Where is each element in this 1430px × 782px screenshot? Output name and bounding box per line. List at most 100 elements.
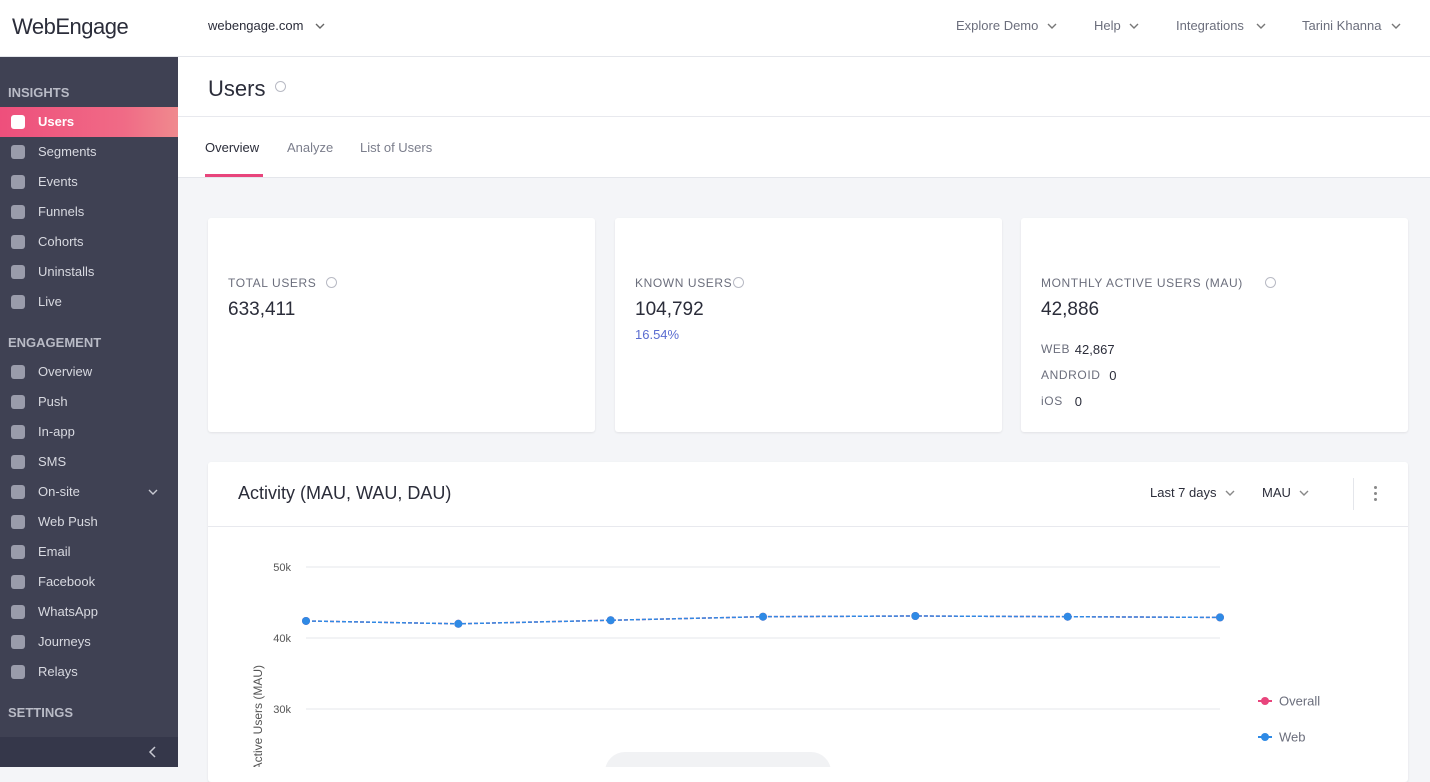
collapse-bar[interactable]: [0, 737, 178, 767]
stat-percent: 16.54%: [635, 327, 680, 342]
divider: [1353, 478, 1354, 510]
info-icon: [1265, 277, 1277, 288]
card-title: Activity (MAU, WAU, DAU): [238, 483, 452, 503]
stat-card: TOTAL USERS 633,411: [208, 218, 595, 432]
nav-icon: [11, 485, 25, 499]
divider: [178, 116, 1430, 117]
chevron: [315, 23, 325, 29]
page-title: Users: [208, 76, 266, 101]
nav-icon: [11, 395, 25, 409]
info-icon: [275, 81, 286, 92]
filter-dropdown[interactable]: MAU: [1262, 485, 1291, 500]
chevron-path: [1129, 23, 1139, 29]
nav-icon: [11, 425, 25, 439]
breakdown-label: ANDROID: [1041, 368, 1101, 382]
section-title: SETTINGS: [8, 705, 74, 720]
chevron: [1299, 490, 1309, 496]
chevron: [1129, 23, 1139, 29]
activity-card: Activity (MAU, WAU, DAU) Last 7 days MAU: [208, 462, 1408, 782]
nav-item[interactable]: Events: [38, 174, 78, 189]
tab[interactable]: Analyze: [287, 140, 334, 155]
breakdown-label: iOS: [1041, 394, 1063, 408]
account-switcher[interactable]: webengage.com: [208, 18, 304, 33]
stat-value: 42,886: [1041, 299, 1100, 320]
chevron: [1047, 23, 1057, 29]
chevron-path: [1391, 23, 1401, 29]
nav-item[interactable]: In-app: [38, 424, 75, 439]
nav-item[interactable]: Relays: [38, 664, 78, 679]
filter-dropdown[interactable]: Last 7 days: [1150, 485, 1217, 500]
collapse-path: [148, 746, 156, 758]
chevron: [1225, 490, 1235, 496]
nav-icon: [11, 575, 25, 589]
nav-item[interactable]: Funnels: [38, 204, 85, 219]
nav-item[interactable]: Users: [38, 114, 75, 129]
active-row: [0, 107, 178, 137]
tab-underline: [205, 174, 263, 177]
tab[interactable]: List of Users: [360, 140, 433, 155]
stat-value: 104,792: [635, 299, 704, 320]
stat-label: MONTHLY ACTIVE USERS (MAU): [1041, 276, 1243, 290]
nav-icon: [11, 665, 25, 679]
chevron: [148, 489, 158, 495]
info-icon: [733, 277, 745, 288]
nav-item[interactable]: Email: [38, 544, 71, 559]
section-title: ENGAGEMENT: [8, 335, 102, 350]
nav-icon: [11, 235, 25, 249]
nav-item[interactable]: Uninstalls: [38, 264, 95, 279]
nav-item[interactable]: SMS: [38, 454, 67, 469]
nav-item[interactable]: On-site: [38, 484, 80, 499]
nav-item[interactable]: Journeys: [38, 634, 91, 649]
chevron: [1256, 23, 1266, 29]
nav-icon: [11, 515, 25, 529]
nav-item[interactable]: Push: [38, 394, 68, 409]
stat-label: TOTAL USERS: [228, 276, 317, 290]
nav-menu[interactable]: Tarini Khanna: [1302, 18, 1382, 33]
stat-value: 633,411: [228, 299, 296, 320]
nav-item[interactable]: Web Push: [38, 514, 98, 529]
nav-icon: [11, 115, 25, 129]
nav-icon: [11, 295, 25, 309]
header: WebEngage webengage.com Explore Demo Help In…: [0, 0, 1430, 57]
nav-icon: [11, 605, 25, 619]
chevron-path: [148, 489, 158, 495]
nav-icon: [11, 545, 25, 559]
chevron-path: [1299, 490, 1309, 496]
sidebar: INSIGHTS Users Segments Events Funnels Cohort…: [0, 57, 178, 767]
nav-item[interactable]: Live: [38, 294, 62, 309]
more-dot: [1374, 492, 1377, 495]
nav-menu[interactable]: Integrations: [1176, 18, 1244, 33]
nav-item[interactable]: Segments: [38, 144, 97, 159]
breakdown-label: WEB: [1041, 342, 1071, 356]
info-icon: [326, 277, 338, 288]
nav-icon: [11, 205, 25, 219]
more-dot: [1374, 498, 1377, 501]
nav-icon: [11, 635, 25, 649]
nav-icon: [11, 265, 25, 279]
nav-icon: [11, 365, 25, 379]
more-dot: [1374, 486, 1377, 489]
chevron-path: [315, 23, 325, 29]
nav-icon: [11, 455, 25, 469]
divider: [208, 526, 1408, 527]
nav-item[interactable]: WhatsApp: [38, 604, 98, 619]
chevron: [1391, 23, 1401, 29]
title-bar: Users Overview Analyze List of Users: [178, 57, 1430, 178]
nav-item[interactable]: Cohorts: [38, 234, 84, 249]
logo[interactable]: WebEngage: [12, 14, 129, 39]
section-title: INSIGHTS: [8, 85, 70, 100]
nav-icon: [11, 175, 25, 189]
tab[interactable]: Overview: [205, 140, 260, 155]
stat-card: KNOWN USERS 104,792 16.54%: [615, 218, 1002, 432]
collapse-icon[interactable]: [148, 746, 158, 758]
breakdown-value: 42,867: [1074, 342, 1115, 357]
stat-label: KNOWN USERS: [635, 276, 733, 290]
nav-item[interactable]: Facebook: [38, 574, 96, 589]
chevron-path: [1256, 23, 1266, 29]
nav-menu[interactable]: Explore Demo: [956, 18, 1039, 33]
stat-card: MONTHLY ACTIVE USERS (MAU) 42,886 WEB 42,86…: [1021, 218, 1408, 432]
breakdown-value: 0: [1074, 394, 1083, 409]
nav-item[interactable]: Overview: [38, 364, 93, 379]
nav-menu[interactable]: Help: [1094, 18, 1121, 33]
